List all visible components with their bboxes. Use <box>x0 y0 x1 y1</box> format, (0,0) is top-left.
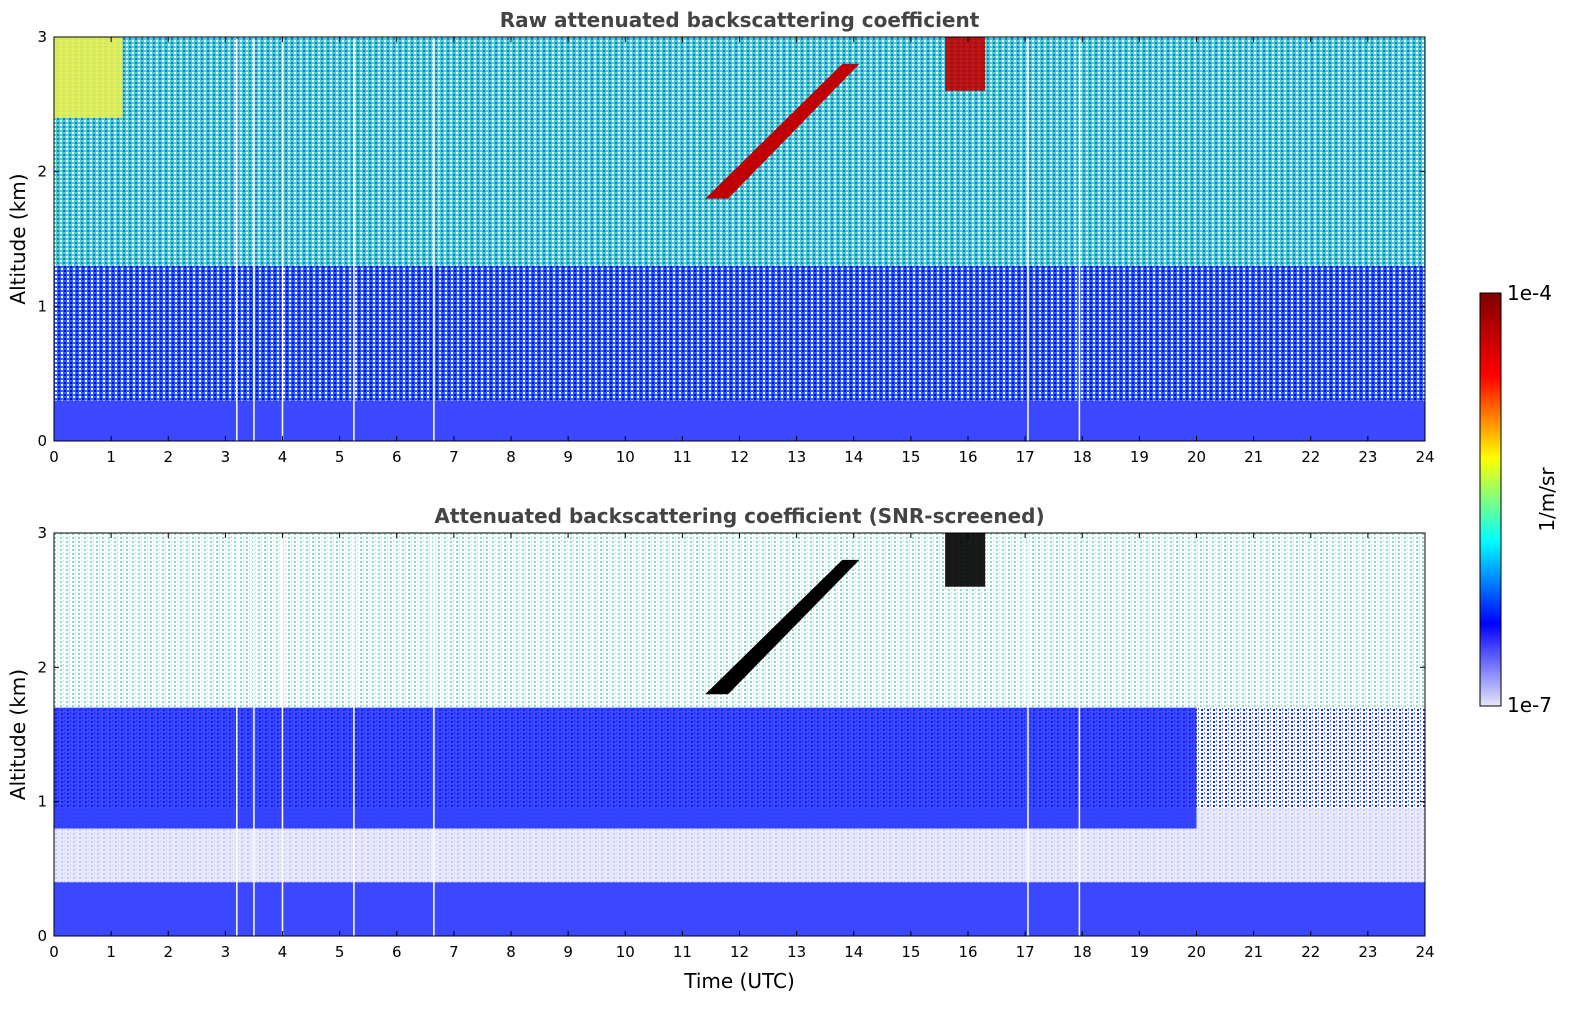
x-tick-label: 16 <box>958 448 977 466</box>
x-tick-label: 15 <box>901 943 920 961</box>
y-axis-label: Altitude (km) <box>6 173 30 304</box>
x-tick-label: 7 <box>449 943 459 961</box>
panel-1: Raw attenuated backscattering coefficien… <box>6 8 1435 466</box>
y-tick-label: 0 <box>37 927 47 945</box>
chart-title: Raw attenuated backscattering coefficien… <box>500 8 980 32</box>
y-tick-label: 1 <box>37 793 47 811</box>
x-tick-label: 12 <box>730 448 749 466</box>
x-tick-label: 10 <box>616 943 635 961</box>
x-tick-label: 20 <box>1187 448 1206 466</box>
x-tick-label: 23 <box>1358 943 1377 961</box>
x-tick-label: 4 <box>278 943 288 961</box>
mid-noise <box>54 265 1425 401</box>
y-tick-label: 1 <box>37 297 47 315</box>
x-tick-label: 19 <box>1130 943 1149 961</box>
x-tick-label: 12 <box>730 943 749 961</box>
x-tick-label: 22 <box>1301 448 1320 466</box>
x-tick-label: 2 <box>163 448 173 466</box>
x-tick-label: 20 <box>1187 943 1206 961</box>
colorbar-label: 1/m/sr <box>1535 467 1559 532</box>
x-tick-label: 9 <box>563 448 573 466</box>
panel-2: Attenuated backscattering coefficient (S… <box>6 504 1435 993</box>
x-tick-label: 11 <box>673 448 692 466</box>
x-tick-label: 14 <box>844 448 863 466</box>
x-tick-label: 10 <box>616 448 635 466</box>
x-tick-label: 24 <box>1415 448 1434 466</box>
x-tick-label: 0 <box>49 943 59 961</box>
chart-title: Attenuated backscattering coefficient (S… <box>434 504 1044 528</box>
y-axis-label: Altitude (km) <box>6 669 30 800</box>
x-tick-label: 21 <box>1244 943 1263 961</box>
colorbar: 1e-4 1e-7 1/m/sr <box>1479 281 1559 717</box>
x-tick-label: 19 <box>1130 448 1149 466</box>
feature-high-signal-top-left <box>54 37 123 118</box>
x-tick-label: 8 <box>506 448 516 466</box>
x-tick-label: 13 <box>787 943 806 961</box>
feature-aerosol-band <box>54 707 1197 829</box>
x-tick-label: 1 <box>106 943 116 961</box>
cloud-streak <box>705 63 860 199</box>
x-tick-label: 17 <box>1016 943 1035 961</box>
x-tick-label: 16 <box>958 943 977 961</box>
x-tick-label: 5 <box>335 448 345 466</box>
colorbar-max-label: 1e-4 <box>1507 281 1552 305</box>
x-tick-label: 23 <box>1358 448 1377 466</box>
x-tick-label: 11 <box>673 943 692 961</box>
y-tick-label: 2 <box>37 163 47 181</box>
x-tick-label: 4 <box>278 448 288 466</box>
x-tick-label: 7 <box>449 448 459 466</box>
x-tick-label: 9 <box>563 943 573 961</box>
x-tick-label: 18 <box>1073 448 1092 466</box>
cloud-streak <box>705 559 860 695</box>
y-tick-label: 3 <box>37 524 47 542</box>
feature-surface-layer <box>54 882 1425 936</box>
feature-cloud-patch <box>945 533 986 587</box>
x-tick-label: 17 <box>1016 448 1035 466</box>
x-tick-label: 2 <box>163 943 173 961</box>
x-tick-label: 24 <box>1415 943 1434 961</box>
colorbar-ramp <box>1479 292 1502 707</box>
x-tick-label: 6 <box>392 448 402 466</box>
x-tick-label: 13 <box>787 448 806 466</box>
x-tick-label: 0 <box>49 448 59 466</box>
feature-cloud-patch <box>945 37 986 91</box>
x-tick-label: 3 <box>221 943 231 961</box>
x-axis-label: Time (UTC) <box>683 969 795 993</box>
y-tick-label: 3 <box>37 28 47 46</box>
x-tick-label: 14 <box>844 943 863 961</box>
x-tick-label: 8 <box>506 943 516 961</box>
x-tick-label: 18 <box>1073 943 1092 961</box>
x-tick-label: 5 <box>335 943 345 961</box>
feature-surface-layer <box>54 400 1425 441</box>
x-tick-label: 21 <box>1244 448 1263 466</box>
colorbar-min-label: 1e-7 <box>1507 693 1552 717</box>
y-tick-label: 2 <box>37 658 47 676</box>
y-tick-label: 0 <box>37 432 47 450</box>
x-tick-label: 3 <box>221 448 231 466</box>
x-tick-label: 1 <box>106 448 116 466</box>
x-tick-label: 15 <box>901 448 920 466</box>
x-tick-label: 6 <box>392 943 402 961</box>
x-tick-label: 22 <box>1301 943 1320 961</box>
